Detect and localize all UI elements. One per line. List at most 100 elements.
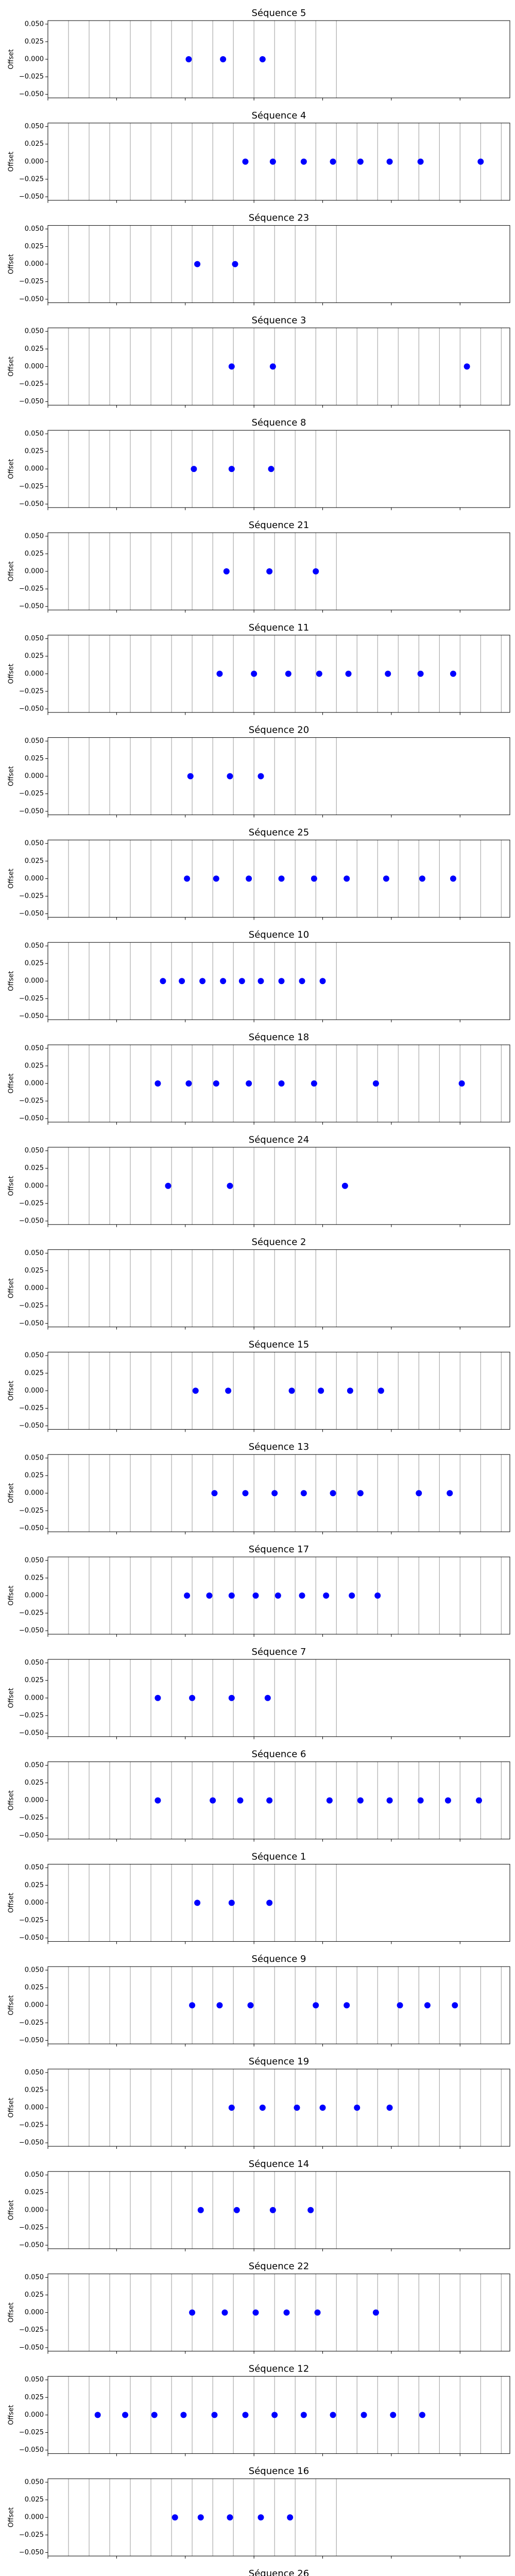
point: [288, 1387, 295, 1394]
point: [225, 1387, 232, 1394]
y-axis-label: Offset: [8, 1483, 15, 1503]
point: [189, 2002, 196, 2009]
point: [390, 2412, 397, 2418]
point: [266, 1797, 273, 1804]
point: [252, 1592, 259, 1599]
point: [238, 978, 245, 985]
plot-frame: [47, 635, 510, 713]
chart-title: Séquence 26: [249, 2568, 309, 2576]
y-tick-label: 0.050: [25, 2171, 44, 2179]
point: [347, 1387, 353, 1394]
y-tick-label: 0.025: [25, 1984, 44, 1992]
point: [184, 875, 191, 882]
point: [192, 1387, 199, 1394]
y-tick-label: −0.050: [19, 2139, 44, 2147]
y-tick-label: 0.000: [25, 260, 44, 268]
y-tick-label: −0.050: [19, 2241, 44, 2249]
plot-frame: [47, 1659, 510, 1737]
chart-title: Séquence 5: [252, 8, 306, 19]
point: [357, 1490, 364, 1497]
chart-title: Séquence 2: [252, 1237, 306, 1248]
y-tick-label: −0.025: [19, 790, 44, 798]
point: [268, 466, 274, 472]
y-tick-label: −0.050: [19, 500, 44, 508]
point: [287, 2514, 294, 2521]
y-axis-label: Offset: [8, 1073, 15, 1093]
point: [220, 978, 227, 985]
y-tick-label: 0.000: [25, 1080, 44, 1088]
y-tick-label: 0.025: [25, 857, 44, 865]
point: [419, 2412, 425, 2418]
point: [419, 875, 425, 882]
chart-title: Séquence 1: [252, 1851, 306, 1862]
plot-frame: [47, 2478, 510, 2556]
point: [300, 158, 307, 165]
y-tick-label: 0.050: [25, 2376, 44, 2384]
y-axis-label: Offset: [8, 664, 15, 684]
point: [417, 670, 424, 677]
y-tick-label: −0.050: [19, 2446, 44, 2454]
point: [357, 158, 364, 165]
chart-title: Séquence 8: [252, 417, 306, 428]
point: [447, 1490, 453, 1497]
y-tick-label: 0.000: [25, 1899, 44, 1907]
y-axis-label: Offset: [8, 971, 15, 991]
point: [313, 568, 319, 574]
point: [314, 2309, 321, 2316]
y-tick-label: 0.050: [25, 942, 44, 950]
point: [191, 466, 197, 472]
point: [180, 2412, 187, 2418]
y-tick-label: −0.025: [19, 2531, 44, 2539]
point: [417, 158, 424, 165]
point: [386, 2105, 393, 2111]
y-tick-label: 0.025: [25, 1369, 44, 1377]
point: [252, 2309, 259, 2316]
point: [316, 670, 322, 677]
point: [341, 1182, 348, 1189]
point: [271, 2412, 278, 2418]
chart-title: Séquence 18: [249, 1032, 309, 1043]
point: [458, 1080, 465, 1087]
point: [386, 1797, 393, 1804]
y-tick-label: 0.050: [25, 1864, 44, 1872]
point: [313, 2002, 319, 2009]
point: [179, 978, 185, 985]
y-tick-label: −0.025: [19, 175, 44, 183]
y-tick-label: 0.050: [25, 123, 44, 130]
point: [187, 773, 194, 779]
y-tick-label: −0.025: [19, 1711, 44, 1719]
point: [227, 2514, 233, 2521]
y-tick-label: 0.000: [25, 1797, 44, 1804]
point: [197, 2514, 204, 2521]
chart-title: Séquence 9: [252, 1954, 306, 1964]
y-tick-label: 0.025: [25, 755, 44, 762]
chart-title: Séquence 6: [252, 1749, 306, 1760]
point: [285, 670, 291, 677]
y-tick-label: 0.050: [25, 1044, 44, 1052]
y-tick-label: −0.025: [19, 1507, 44, 1515]
point: [417, 1797, 424, 1804]
point: [213, 875, 219, 882]
y-tick-label: 0.050: [25, 532, 44, 540]
y-tick-label: 0.000: [25, 1489, 44, 1497]
point: [232, 261, 238, 267]
chart-title: Séquence 22: [249, 2261, 309, 2272]
chart-title: Séquence 4: [252, 110, 306, 121]
point: [242, 1490, 249, 1497]
y-axis-label: Offset: [8, 2200, 15, 2220]
y-axis-label: Offset: [8, 49, 15, 69]
point: [171, 2514, 178, 2521]
y-tick-label: 0.025: [25, 140, 44, 148]
point: [344, 875, 350, 882]
y-tick-label: 0.050: [25, 225, 44, 233]
y-tick-label: 0.050: [25, 635, 44, 642]
chart-title: Séquence 23: [249, 213, 309, 224]
point: [228, 466, 235, 472]
point: [452, 2002, 458, 2009]
y-tick-label: 0.050: [25, 1761, 44, 1769]
point: [266, 568, 273, 574]
point: [319, 2105, 326, 2111]
point: [294, 2105, 300, 2111]
point: [283, 2309, 290, 2316]
y-axis-label: Offset: [8, 459, 15, 479]
